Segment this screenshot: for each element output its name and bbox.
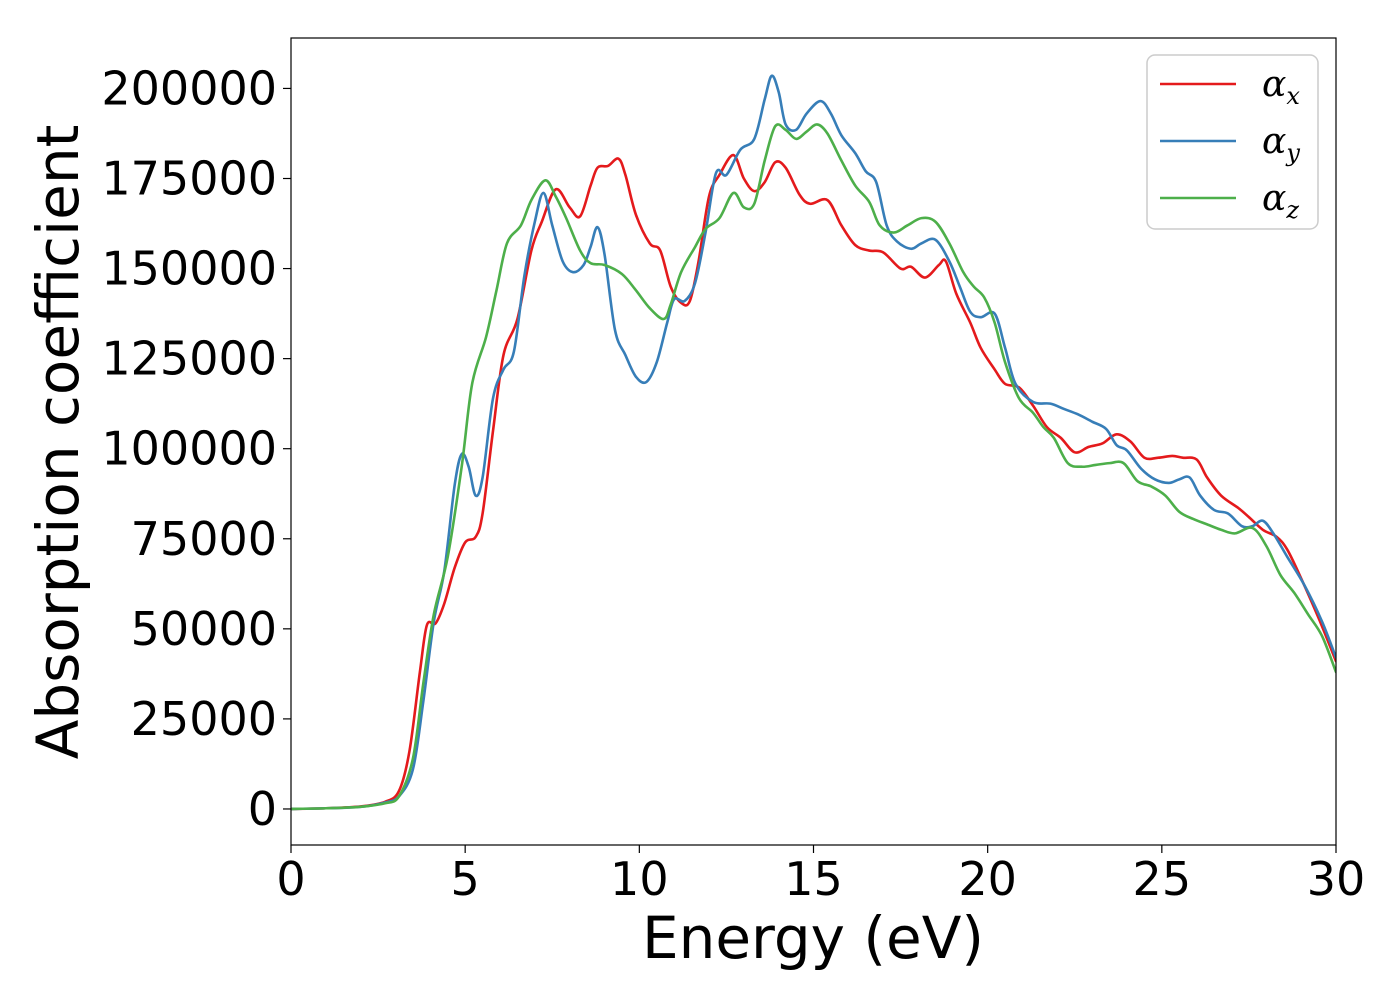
x-tick-label: 0 <box>276 852 305 906</box>
series-layer <box>291 74 1336 811</box>
x-tick-label: 10 <box>610 852 669 906</box>
series-line-alpha-y <box>291 74 1336 811</box>
x-tick-label: 30 <box>1307 852 1366 906</box>
legend-subscript: z <box>1285 196 1299 224</box>
y-tick-label: 75000 <box>131 512 277 566</box>
y-axis-label: Absorption coefficient <box>24 125 92 760</box>
x-tick-label: 20 <box>958 852 1017 906</box>
y-axis: 0 25000 50000 75000 100000 125000 150000 175000… <box>101 61 291 836</box>
series-line-alpha-z <box>291 123 1336 811</box>
x-tick-label: 25 <box>1133 852 1192 906</box>
y-tick-label: 175000 <box>101 152 277 206</box>
x-tick-label: 5 <box>451 852 480 906</box>
x-axis-label: Energy (eV) <box>642 904 984 972</box>
y-tick-label: 50000 <box>131 602 277 656</box>
x-axis: 0 5 10 15 20 25 30 <box>276 845 1365 906</box>
y-tick-label: 25000 <box>131 692 277 746</box>
y-tick-label: 100000 <box>101 422 277 476</box>
legend-subscript: y <box>1285 139 1300 167</box>
y-tick-label: 150000 <box>101 242 277 296</box>
y-tick-label: 200000 <box>101 61 277 115</box>
x-tick-label: 15 <box>784 852 843 906</box>
y-tick-label: 125000 <box>101 332 277 386</box>
series-line-alpha-x <box>291 153 1336 811</box>
legend-subscript: x <box>1286 82 1300 110</box>
y-tick-label: 0 <box>248 782 277 836</box>
